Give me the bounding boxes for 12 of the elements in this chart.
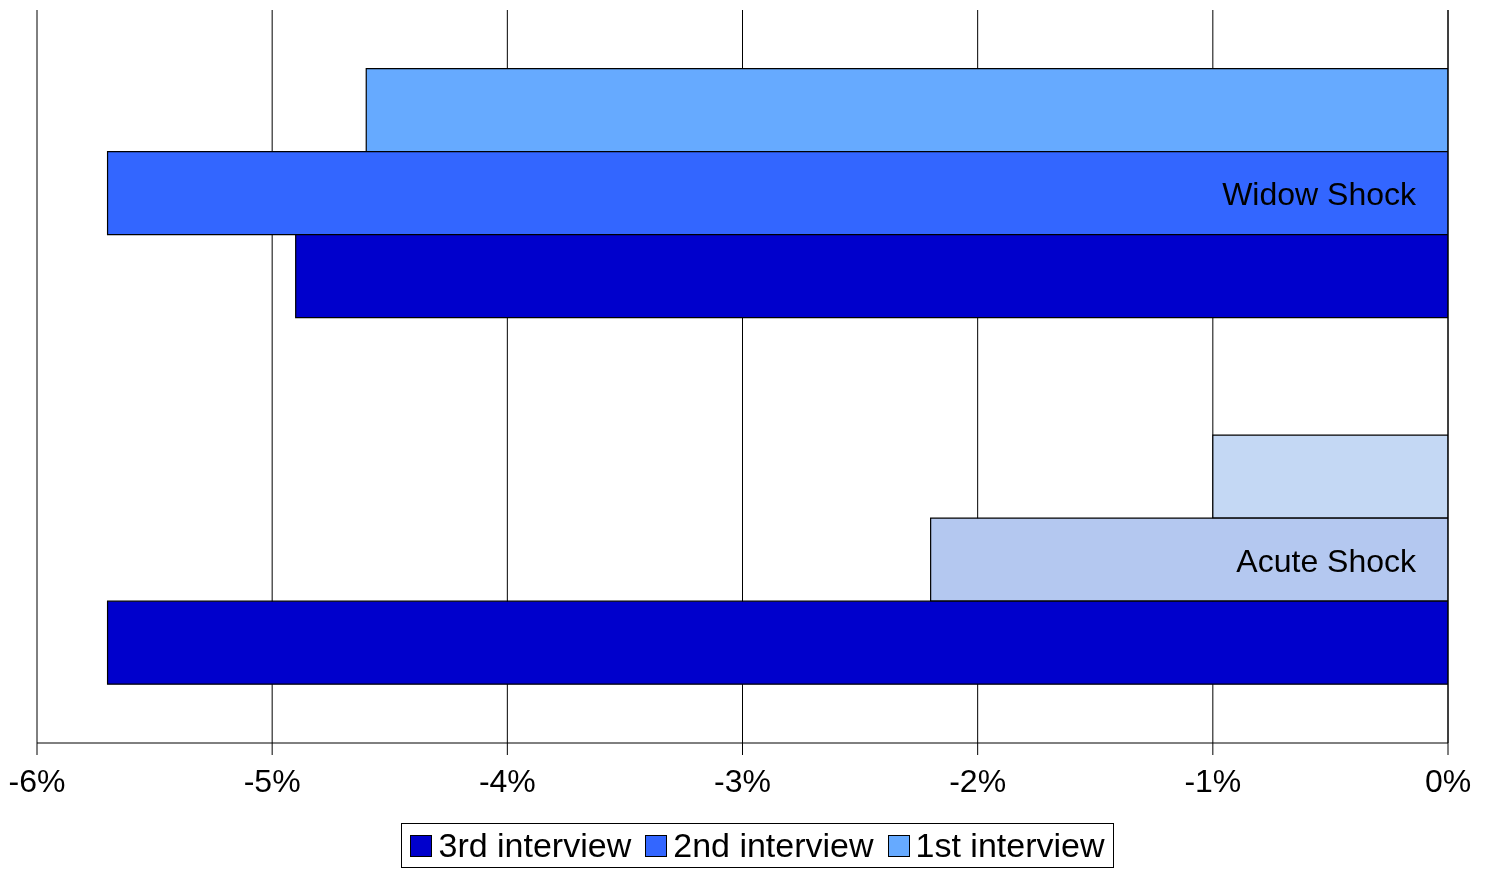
x-tick-label: 0% <box>1424 762 1472 799</box>
x-tick-label: -3% <box>714 762 771 799</box>
x-tick-label: -2% <box>949 762 1007 799</box>
legend-label: 2nd interview <box>672 826 874 865</box>
legend-label: 3rd interview <box>437 826 632 865</box>
y-tick-label: Widow Shock <box>1222 176 1417 213</box>
x-tick-label: -6% <box>8 762 66 799</box>
x-tick-label: -5% <box>243 762 301 799</box>
x-tick-label: -1% <box>1184 762 1242 799</box>
legend-label: 1st interview <box>914 826 1105 865</box>
y-tick-label: Acute Shock <box>1236 542 1417 579</box>
x-tick-label: -4% <box>478 762 536 799</box>
